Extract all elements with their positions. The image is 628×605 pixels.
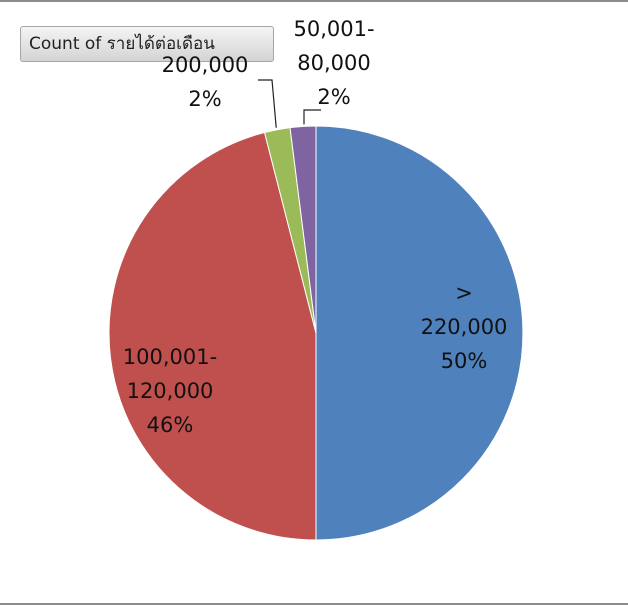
slice-label: 50% bbox=[441, 349, 488, 373]
slice-label: 46% bbox=[147, 413, 194, 437]
slice-label: 80,000 bbox=[297, 51, 370, 75]
slice-label: 2% bbox=[317, 85, 350, 109]
slice-label: 120,000 bbox=[127, 379, 214, 403]
leader-line bbox=[258, 79, 277, 128]
slice-label: 100,001- bbox=[123, 345, 217, 369]
slice-label: 50,001- bbox=[293, 17, 374, 41]
slice-label: 2% bbox=[188, 87, 221, 111]
slice-label: > bbox=[455, 281, 473, 305]
field-button[interactable]: Count of รายได้ต่อเดือน bbox=[20, 26, 274, 62]
leader-line bbox=[303, 109, 321, 125]
pie-slice[interactable] bbox=[315, 125, 524, 541]
slice-label: 200,000 bbox=[162, 53, 249, 77]
pie-slice[interactable] bbox=[108, 131, 317, 541]
slice-label: 220,000 bbox=[421, 315, 508, 339]
pie-slice[interactable] bbox=[289, 125, 317, 334]
